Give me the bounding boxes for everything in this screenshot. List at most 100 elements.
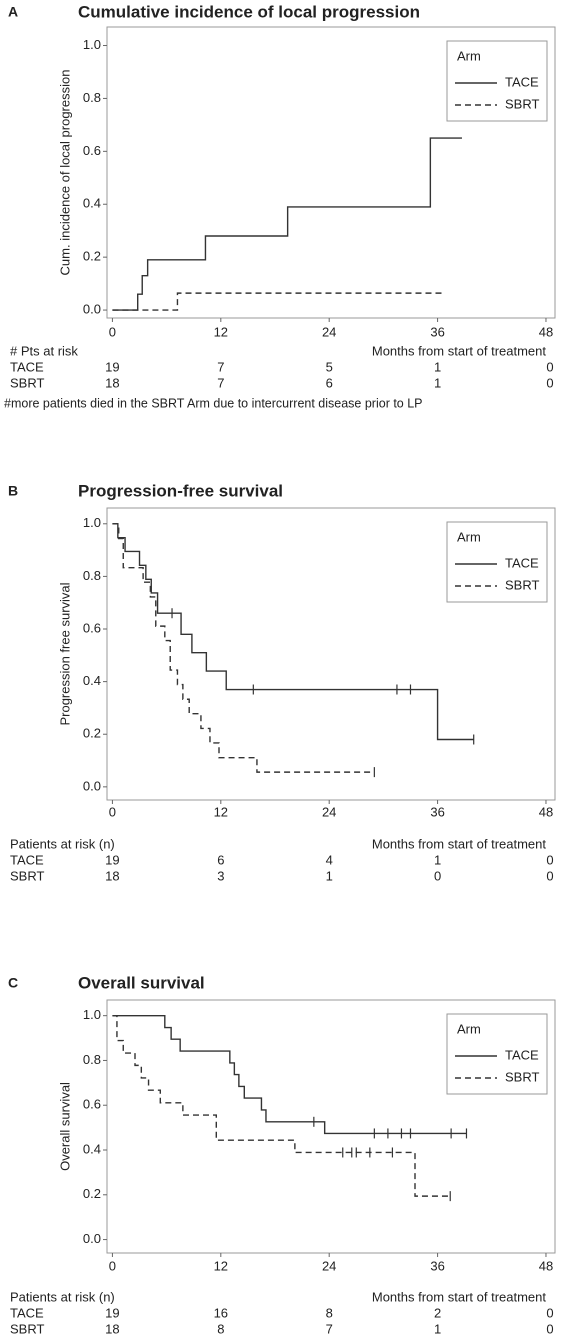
risk-value: 7: [326, 1321, 333, 1336]
x-tick-label: 12: [214, 324, 228, 339]
legend-label: TACE: [505, 1047, 539, 1062]
risk-value: 0: [546, 1321, 553, 1336]
y-tick-label: 0.0: [83, 302, 101, 317]
risk-title: Patients at risk (n): [10, 1289, 115, 1304]
risk-value: 19: [105, 852, 119, 867]
risk-value: 0: [546, 375, 553, 390]
chart-title: Overall survival: [78, 973, 205, 992]
legend-title: Arm: [457, 529, 481, 544]
risk-value: 5: [326, 359, 333, 374]
risk-value: 8: [217, 1321, 224, 1336]
legend-title: Arm: [457, 1021, 481, 1036]
x-tick-label: 36: [430, 804, 444, 819]
y-tick-label: 0.4: [83, 1141, 101, 1156]
risk-row-name: SBRT: [10, 375, 44, 390]
x-axis-label: Months from start of treatment: [372, 1289, 547, 1304]
survival-line: [112, 1014, 467, 1135]
legend-label: TACE: [505, 555, 539, 570]
risk-value: 1: [434, 359, 441, 374]
legend-label: SBRT: [505, 96, 539, 111]
x-tick-label: 24: [322, 1258, 336, 1273]
risk-value: 4: [326, 852, 333, 867]
risk-title: # Pts at risk: [10, 343, 78, 358]
x-tick-label: 12: [214, 804, 228, 819]
y-tick-label: 0.8: [83, 90, 101, 105]
risk-value: 18: [105, 375, 119, 390]
y-tick-label: 0.6: [83, 143, 101, 158]
risk-value: 2: [434, 1305, 441, 1320]
y-axis-label: Progression free survival: [57, 582, 72, 725]
plot-frame: [106, 507, 556, 801]
x-tick-label: 48: [539, 324, 553, 339]
panel-letter: A: [8, 4, 18, 20]
risk-value: 7: [217, 359, 224, 374]
y-tick-label: 0.2: [83, 249, 101, 264]
risk-value: 0: [546, 868, 553, 883]
y-tick-label: 1.0: [83, 1007, 101, 1022]
risk-value: 1: [434, 852, 441, 867]
footnote: #more patients died in the SBRT Arm due …: [4, 396, 423, 410]
x-tick-label: 24: [322, 324, 336, 339]
risk-row-name: TACE: [10, 852, 44, 867]
y-tick-label: 0.4: [83, 673, 101, 688]
x-tick-label: 48: [539, 1258, 553, 1273]
risk-value: 19: [105, 1305, 119, 1320]
y-tick-label: 0.0: [83, 778, 101, 793]
legend-box: [446, 40, 548, 122]
chart-title: Cumulative incidence of local progressio…: [78, 2, 420, 21]
risk-value: 0: [546, 1305, 553, 1320]
y-tick-label: 0.6: [83, 1097, 101, 1112]
risk-value: 19: [105, 359, 119, 374]
x-axis-label: Months from start of treatment: [372, 836, 547, 851]
legend-box: [446, 521, 548, 603]
survival-line: [112, 137, 462, 311]
risk-value: 18: [105, 868, 119, 883]
x-axis-label: Months from start of treatment: [372, 343, 547, 358]
x-tick-label: 36: [430, 1258, 444, 1273]
x-tick-label: 0: [109, 324, 116, 339]
y-axis-label: Cum. incidence of local progression: [57, 70, 72, 276]
survival-line: [112, 523, 375, 773]
risk-value: 16: [214, 1305, 228, 1320]
risk-row-name: TACE: [10, 1305, 44, 1320]
y-tick-label: 0.4: [83, 196, 101, 211]
panel-letter: C: [8, 975, 18, 991]
risk-row-name: TACE: [10, 359, 44, 374]
x-tick-label: 24: [322, 804, 336, 819]
risk-value: 1: [434, 1321, 441, 1336]
x-tick-label: 0: [109, 1258, 116, 1273]
risk-value: 8: [326, 1305, 333, 1320]
risk-value: 1: [326, 868, 333, 883]
risk-value: 3: [217, 868, 224, 883]
risk-value: 7: [217, 375, 224, 390]
y-tick-label: 0.2: [83, 726, 101, 741]
risk-value: 6: [326, 375, 333, 390]
y-tick-label: 0.8: [83, 568, 101, 583]
y-tick-label: 1.0: [83, 37, 101, 52]
risk-value: 0: [434, 868, 441, 883]
y-tick-label: 1.0: [83, 515, 101, 530]
risk-row-name: SBRT: [10, 1321, 44, 1336]
plot-frame: [106, 999, 556, 1254]
legend-label: SBRT: [505, 577, 539, 592]
x-tick-label: 12: [214, 1258, 228, 1273]
legend-box: [446, 1013, 548, 1095]
y-tick-label: 0.6: [83, 620, 101, 635]
risk-value: 0: [546, 852, 553, 867]
chart-title: Progression-free survival: [78, 481, 283, 500]
survival-line: [112, 292, 444, 311]
panel-letter: B: [8, 483, 18, 499]
x-tick-label: 0: [109, 804, 116, 819]
risk-value: 0: [546, 359, 553, 374]
risk-title: Patients at risk (n): [10, 836, 115, 851]
legend-label: TACE: [505, 74, 539, 89]
risk-value: 6: [217, 852, 224, 867]
plot-frame: [106, 26, 556, 319]
survival-line: [112, 1014, 451, 1197]
y-axis-label: Overall survival: [57, 1082, 72, 1171]
x-tick-label: 48: [539, 804, 553, 819]
x-tick-label: 36: [430, 324, 444, 339]
survival-line: [112, 523, 474, 741]
